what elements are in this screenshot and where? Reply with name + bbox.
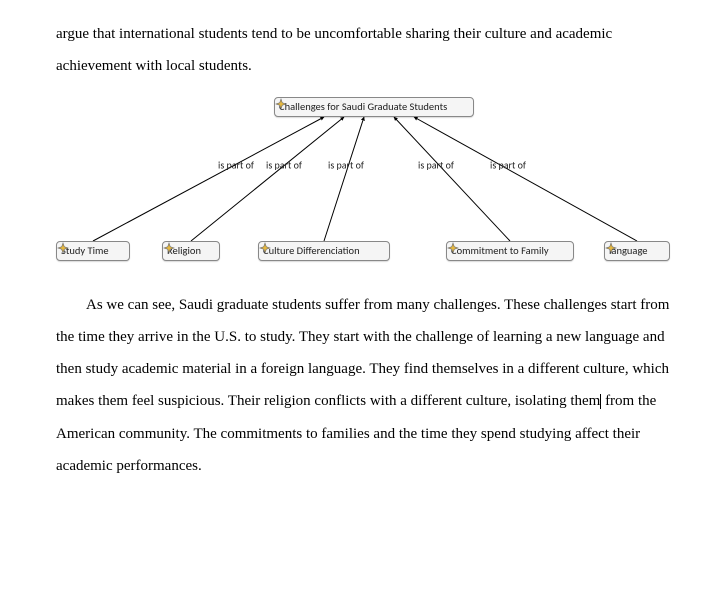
node-icon xyxy=(605,242,617,254)
child-node-family: Commitment to Family xyxy=(446,241,574,261)
node-icon xyxy=(259,242,271,254)
child-node-language: language xyxy=(604,241,670,261)
paragraph-bottom-pre: As we can see, Saudi graduate students s… xyxy=(56,297,669,410)
node-icon xyxy=(163,242,175,254)
node-icon xyxy=(275,98,287,110)
edge-label: is part of xyxy=(328,158,364,171)
edge-label: is part of xyxy=(490,158,526,171)
concept-map: is part of is part of is part of is part of… xyxy=(56,93,672,277)
paragraph-top: argue that international students tend t… xyxy=(56,18,672,83)
paragraph-bottom: As we can see, Saudi graduate students s… xyxy=(56,289,672,483)
node-icon xyxy=(57,242,69,254)
edge-label: is part of xyxy=(266,158,302,171)
node-label: Commitment to Family xyxy=(451,244,549,257)
edge-label: is part of xyxy=(418,158,454,171)
child-node-religion: Religion xyxy=(162,241,220,261)
child-node-study: Study Time xyxy=(56,241,130,261)
node-label: Culture Differenciation xyxy=(263,244,360,257)
root-node: Challenges for Saudi Graduate Students xyxy=(274,97,474,117)
node-icon xyxy=(447,242,459,254)
child-node-culture: Culture Differenciation xyxy=(258,241,390,261)
node-label: Challenges for Saudi Graduate Students xyxy=(279,100,447,113)
edge-label: is part of xyxy=(218,158,254,171)
